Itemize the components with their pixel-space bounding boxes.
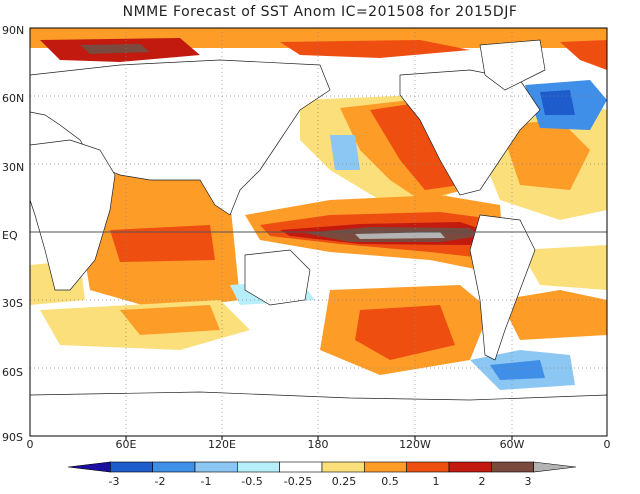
colorbar-label: -2 xyxy=(154,475,166,488)
colorbar-swatch xyxy=(110,461,153,473)
colorbar-arrow-low xyxy=(67,461,111,473)
land-africa xyxy=(30,139,116,291)
colorbar-arrow-high xyxy=(533,461,577,473)
anomaly-region xyxy=(355,232,445,239)
anomaly-region xyxy=(500,290,607,340)
colorbar-label: -0.25 xyxy=(283,475,313,488)
land-antarctica xyxy=(30,391,607,436)
colorbar-label: 0.25 xyxy=(331,475,357,488)
colorbar xyxy=(67,461,577,473)
x-tick-label: 120W xyxy=(399,438,431,451)
colorbar-swatch xyxy=(491,461,534,473)
anomaly-region xyxy=(540,90,575,115)
land-australia xyxy=(244,249,311,306)
y-tick-label: 30N xyxy=(2,161,25,174)
anomaly-region xyxy=(355,305,455,360)
colorbar-label: 0.5 xyxy=(381,475,399,488)
y-tick-label: 90S xyxy=(2,431,23,444)
colorbar-label: 1 xyxy=(432,475,440,488)
land xyxy=(30,39,607,436)
land-eurasia xyxy=(30,59,331,216)
colorbar-label: 2 xyxy=(478,475,486,488)
anomaly-region xyxy=(520,245,607,290)
anomaly-region xyxy=(490,360,545,380)
colorbar-swatch xyxy=(406,461,450,473)
y-tick-label: 30S xyxy=(2,297,23,310)
anomaly-region xyxy=(110,225,215,262)
x-tick-label: 0 xyxy=(26,438,34,451)
x-tick-label: 60E xyxy=(115,438,137,451)
y-tick-label: 60N xyxy=(2,92,25,105)
colorbar-label: 3 xyxy=(524,475,532,488)
sst-anomaly-field xyxy=(30,28,607,436)
y-tick-label: 60S xyxy=(2,366,23,379)
anomaly-region xyxy=(280,40,470,58)
colorbar-swatch xyxy=(321,461,365,473)
x-tick-label: 120E xyxy=(208,438,236,451)
land-south-america xyxy=(469,214,536,361)
colorbar-swatch xyxy=(194,461,238,473)
colorbar-swatch xyxy=(152,461,196,473)
colorbar-swatch xyxy=(237,461,280,473)
colorbar-label: -3 xyxy=(108,475,120,488)
x-tick-label: 60W xyxy=(499,438,525,451)
x-tick-label: 0 xyxy=(603,438,611,451)
x-tick-label: 180 xyxy=(307,438,329,451)
axis-ticks xyxy=(125,436,513,440)
anomaly-region xyxy=(500,120,590,190)
anomaly-region xyxy=(120,305,220,335)
y-tick-label: EQ xyxy=(2,229,18,242)
anomaly-region xyxy=(560,40,607,70)
land-greenland xyxy=(479,39,546,91)
colorbar-swatch xyxy=(448,461,492,473)
anomaly-region xyxy=(330,135,360,170)
y-tick-label: 90N xyxy=(2,24,25,37)
colorbar-label: -0.5 xyxy=(241,475,263,488)
chart-title: NMME Forecast of SST Anom IC=201508 for … xyxy=(122,4,518,20)
colorbar-swatch xyxy=(364,461,407,473)
colorbar-label: -1 xyxy=(200,475,212,488)
anomaly-region xyxy=(80,44,150,54)
colorbar-swatch xyxy=(279,461,323,473)
